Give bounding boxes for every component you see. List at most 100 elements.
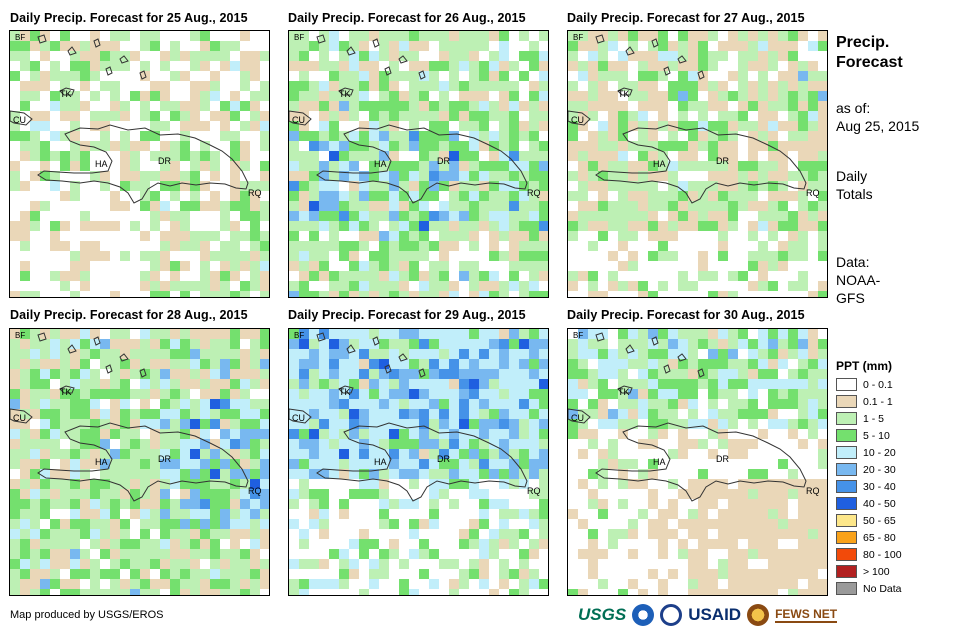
precip-cell: [379, 439, 389, 449]
precip-cell: [220, 409, 230, 419]
precip-cell: [70, 509, 80, 519]
precip-cell: [140, 191, 150, 201]
precip-cell: [738, 41, 748, 51]
precip-cell: [399, 41, 409, 51]
precip-cell: [818, 579, 827, 589]
precip-cell: [10, 51, 20, 61]
precip-cell: [588, 61, 598, 71]
precip-cell: [698, 81, 708, 91]
precip-cell: [319, 91, 329, 101]
place-label: DR: [158, 156, 171, 166]
precip-cell: [120, 359, 130, 369]
precip-cell: [758, 211, 768, 221]
precip-cell: [170, 479, 180, 489]
precip-cell: [638, 71, 648, 81]
precip-cell: [788, 121, 798, 131]
precip-cell: [568, 101, 578, 111]
precip-cell: [568, 349, 578, 359]
precip-cell: [758, 221, 768, 231]
precip-cell: [429, 281, 439, 291]
precip-cell: [10, 71, 20, 81]
precip-cell: [608, 171, 618, 181]
precip-cell: [329, 459, 339, 469]
precip-cell: [658, 51, 668, 61]
precip-cell: [299, 171, 309, 181]
precip-cell: [130, 51, 140, 61]
precip-cell: [758, 281, 768, 291]
precip-cell: [808, 131, 818, 141]
precip-cell: [499, 81, 509, 91]
precip-cell: [250, 539, 260, 549]
precip-cell: [638, 409, 648, 419]
precip-cell: [738, 489, 748, 499]
precip-cell: [409, 499, 419, 509]
precip-cell: [479, 559, 489, 569]
precip-cell: [469, 91, 479, 101]
precip-cell: [678, 141, 688, 151]
precip-cell: [758, 251, 768, 261]
precip-cell: [349, 31, 359, 41]
precip-cell: [728, 559, 738, 569]
precip-cell: [588, 539, 598, 549]
precip-cell: [798, 349, 808, 359]
precip-cell: [598, 419, 608, 429]
precip-cell: [30, 509, 40, 519]
precip-cell: [190, 101, 200, 111]
precip-cell: [30, 61, 40, 71]
precip-cell: [728, 191, 738, 201]
precip-cell: [598, 399, 608, 409]
precip-cell: [359, 31, 369, 41]
precip-cell: [489, 161, 499, 171]
precip-cell: [20, 559, 30, 569]
precip-cell: [329, 271, 339, 281]
precip-cell: [409, 399, 419, 409]
precip-cell: [20, 291, 30, 297]
precip-cell: [658, 399, 668, 409]
precip-cell: [299, 201, 309, 211]
place-label: CU: [292, 413, 305, 423]
precip-cell: [648, 161, 658, 171]
precip-cell: [110, 399, 120, 409]
precip-cell: [289, 141, 299, 151]
precip-cell: [489, 339, 499, 349]
precip-cell: [618, 241, 628, 251]
precip-cell: [170, 51, 180, 61]
precip-cell: [10, 509, 20, 519]
precip-cell: [658, 91, 668, 101]
precip-cell: [80, 459, 90, 469]
precip-cell: [788, 131, 798, 141]
precip-cell: [399, 241, 409, 251]
precip-cell: [658, 529, 668, 539]
precip-cell: [618, 379, 628, 389]
precip-cell: [359, 429, 369, 439]
precip-cell: [788, 399, 798, 409]
precip-cell: [578, 111, 588, 121]
precip-cell: [768, 539, 778, 549]
precip-cell: [329, 349, 339, 359]
sidebar-data-line3: GFS: [836, 290, 865, 306]
precip-cell: [628, 409, 638, 419]
precip-cell: [309, 489, 319, 499]
forecast-map-3: BF TK CU HA DR RQ: [567, 30, 828, 298]
island-coastline: [105, 364, 113, 374]
precip-cell: [100, 539, 110, 549]
precip-cell: [260, 121, 269, 131]
precip-cell: [429, 379, 439, 389]
precip-cell: [588, 329, 598, 339]
precip-cell: [788, 479, 798, 489]
precip-cell: [489, 61, 499, 71]
precip-cell: [60, 101, 70, 111]
precip-cell: [210, 509, 220, 519]
precip-cell: [598, 31, 608, 41]
precip-cell: [240, 419, 250, 429]
precip-cell: [339, 369, 349, 379]
precip-cell: [598, 409, 608, 419]
precip-cell: [449, 231, 459, 241]
precip-cell: [539, 499, 548, 509]
precip-cell: [618, 221, 628, 231]
precip-cell: [738, 81, 748, 91]
precip-cell: [698, 579, 708, 589]
precip-cell: [499, 509, 509, 519]
precip-cell: [339, 191, 349, 201]
